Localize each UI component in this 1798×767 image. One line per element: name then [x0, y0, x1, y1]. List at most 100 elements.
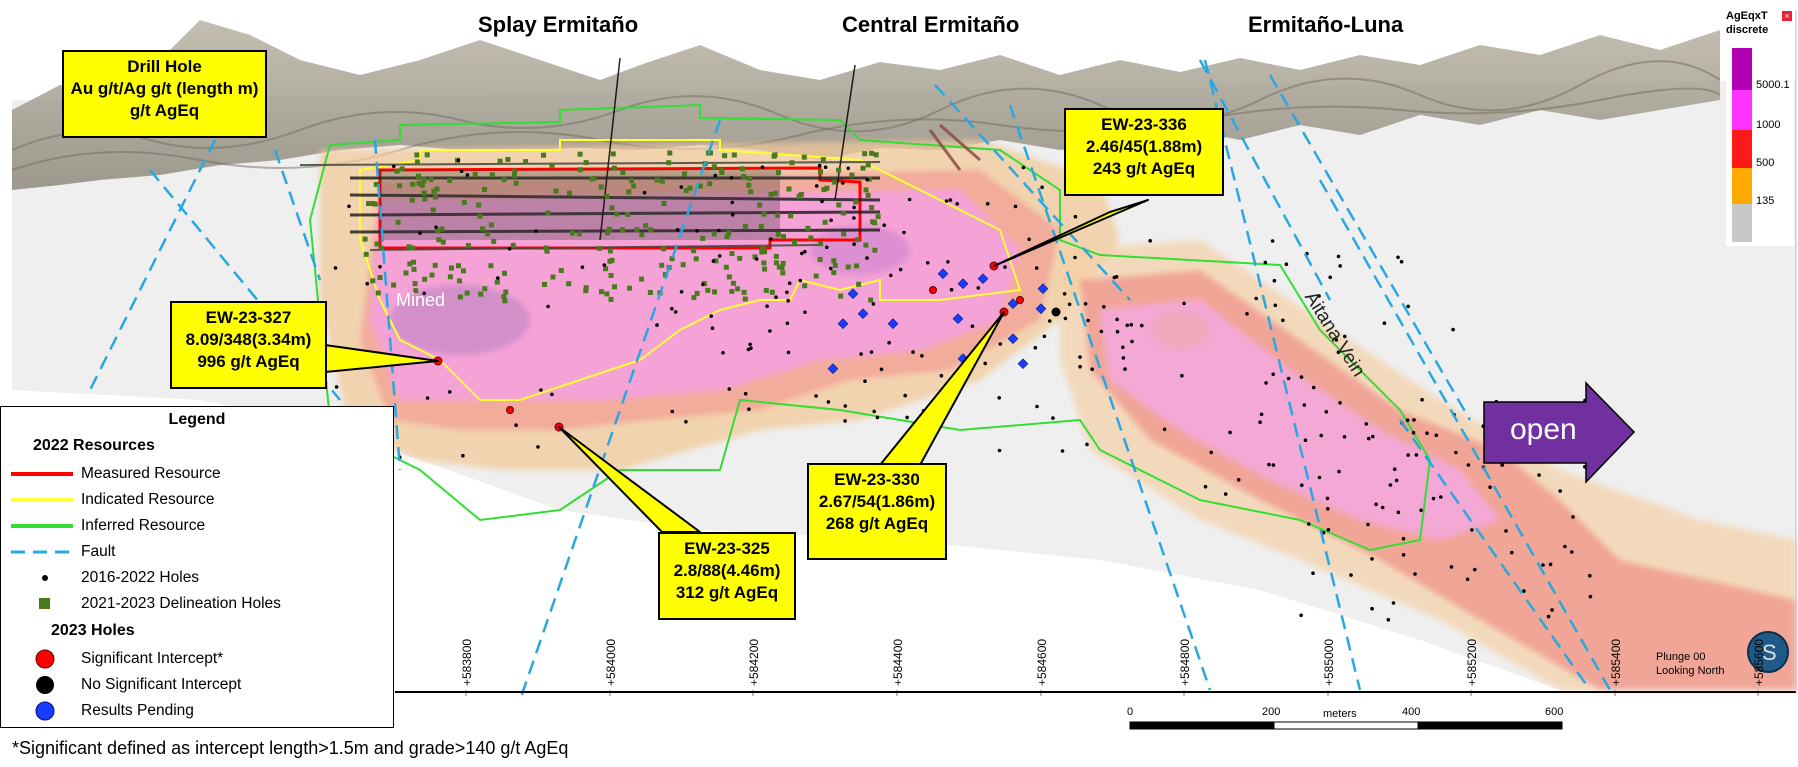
- delineation-hole-point: [700, 235, 706, 241]
- delineation-hole-point: [603, 266, 609, 272]
- delineation-hole-point: [410, 181, 416, 187]
- grade-legend-title1: AgEqxT: [1726, 10, 1768, 22]
- drill-hole-point: [1013, 204, 1018, 209]
- drill-hole-point: [550, 392, 554, 397]
- delineation-hole-point: [822, 219, 828, 225]
- callout-ew336-line2: 2.46/45(1.88m): [1085, 137, 1203, 156]
- drill-hole-point: [985, 201, 990, 206]
- drill-hole-point: [1570, 550, 1574, 554]
- drill-hole-point: [711, 259, 716, 263]
- delineation-hole-point: [821, 187, 827, 193]
- drill-hole-point: [684, 419, 688, 424]
- no-significant-intercepts: [1051, 307, 1061, 317]
- drill-hole-point: [841, 181, 845, 185]
- drill-hole-point: [882, 223, 886, 227]
- indicated-outline: [359, 139, 1022, 401]
- drill-hole-point: [1326, 527, 1331, 532]
- delineation-hole-point: [742, 223, 748, 229]
- drill-hole-point: [1271, 463, 1276, 467]
- plunge-line1: Plunge 00: [1656, 651, 1706, 663]
- drill-hole-point: [1431, 496, 1436, 501]
- delineation-hole-point: [488, 222, 494, 228]
- map-legend: Legend 2022 Resources Measured Resource …: [0, 406, 394, 728]
- delineation-hole-point: [836, 202, 842, 208]
- delineation-hole-point: [510, 242, 516, 248]
- grade-legend-title2: discrete: [1726, 24, 1769, 36]
- drill-hole-point: [710, 326, 715, 331]
- drill-hole-point: [673, 310, 678, 314]
- delineation-hole-point: [661, 201, 667, 206]
- drill-hole-point: [1102, 305, 1106, 309]
- delineation-hole-point: [741, 289, 747, 295]
- delineation-hole-point: [447, 274, 453, 280]
- drill-hole-point: [1078, 355, 1082, 359]
- delineation-hole-point: [801, 154, 807, 160]
- delineation-hole-point: [606, 226, 612, 232]
- legend-row-holes: 2016-2022 Holes: [11, 566, 199, 590]
- drill-hole-point: [1465, 577, 1470, 582]
- drill-hole-point: [872, 409, 876, 414]
- callout-key-line3: g/t AgEq: [129, 101, 200, 120]
- delineation-hole-point: [724, 234, 730, 239]
- delineation-hole-point: [607, 248, 613, 254]
- delineation-hole-point: [489, 172, 495, 178]
- callout-ew327-line1: EW-23-327: [205, 308, 292, 327]
- delineation-hole-point: [654, 177, 660, 183]
- legend-title: Legend: [168, 411, 226, 428]
- delineation-hole-point: [370, 278, 376, 284]
- drill-hole-point: [1500, 463, 1504, 467]
- drill-hole-point: [903, 393, 907, 398]
- drill-hole-point: [920, 354, 924, 358]
- drill-hole-point: [1051, 416, 1055, 420]
- drill-hole-point: [852, 242, 856, 246]
- delineation-hole-point: [856, 281, 862, 287]
- delineation-hole-point: [776, 264, 782, 270]
- delineation-hole-point: [773, 253, 779, 259]
- drill-hole-point: [675, 228, 680, 232]
- delineation-hole-point: [761, 260, 767, 266]
- delineation-hole-point: [363, 251, 369, 257]
- delineation-hole-point: [399, 166, 405, 172]
- faults: [88, 59, 1612, 701]
- drill-hole-point: [814, 394, 818, 398]
- drill-hole-point: [1182, 301, 1186, 306]
- drill-hole-point: [1123, 367, 1127, 371]
- delineation-hole-point: [869, 150, 875, 156]
- grade-legend-close-icon[interactable]: ×: [1782, 11, 1792, 21]
- drill-hole-point: [1311, 571, 1315, 575]
- drill-hole-point: [1121, 345, 1125, 350]
- drill-hole-point: [1083, 302, 1088, 306]
- delineation-hole-point: [465, 243, 471, 248]
- drill-hole-point: [859, 352, 863, 356]
- delineation-hole-point: [597, 245, 603, 251]
- drill-hole-point: [333, 266, 338, 270]
- drill-hole-point: [422, 291, 427, 296]
- delineation-hole-point: [370, 201, 376, 206]
- drill-hole-point: [461, 453, 465, 458]
- drill-hole-point: [695, 229, 699, 233]
- drill-hole-point: [729, 176, 734, 180]
- easting-label: +584200: [747, 638, 761, 686]
- delineation-hole-point: [543, 245, 549, 251]
- delineation-hole-point: [488, 263, 494, 269]
- delineation-hole-point: [741, 174, 747, 179]
- delineation-hole-point: [413, 288, 419, 294]
- delineation-hole-point: [792, 240, 797, 246]
- drill-hole-point: [1366, 522, 1370, 527]
- drill-hole-point: [1370, 606, 1374, 611]
- drill-hole-point: [905, 415, 909, 420]
- drill-hole-point: [1086, 318, 1090, 323]
- delineation-hole-point: [608, 273, 614, 278]
- drill-hole-point: [1510, 550, 1514, 555]
- legend-row-delineation: 2021-2023 Delineation Holes: [11, 592, 281, 616]
- delineation-hole-point: [374, 241, 380, 247]
- delineation-hole-point: [422, 196, 428, 202]
- drill-hole-point: [1073, 255, 1077, 260]
- delineation-hole-point: [375, 290, 381, 296]
- delineation-hole-point: [558, 268, 564, 273]
- drill-hole-point: [1434, 433, 1439, 438]
- drill-hole-point: [889, 273, 893, 278]
- drill-hole-point: [829, 218, 833, 223]
- drill-hole-point: [1563, 544, 1567, 549]
- drill-hole-point: [1334, 338, 1339, 342]
